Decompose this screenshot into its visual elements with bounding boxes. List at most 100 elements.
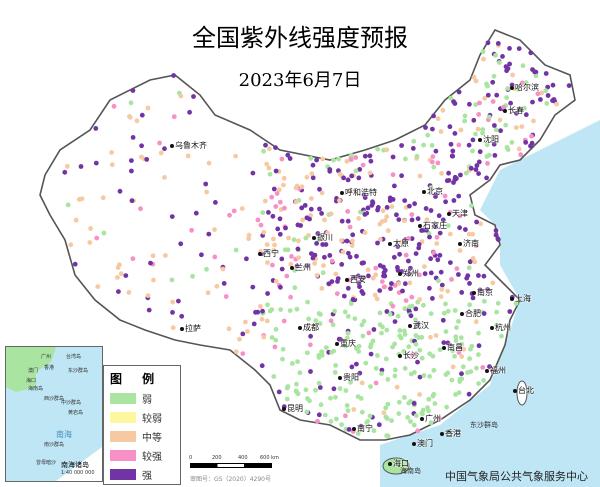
station-dot [503,122,509,128]
city-label: 呼和浩特 [340,187,377,198]
station-dot [406,258,411,264]
station-dot [264,242,270,248]
station-dot [293,185,299,191]
station-dot [280,356,285,362]
station-dot [258,222,264,228]
station-dot [398,239,404,245]
station-dot [433,224,439,230]
station-dot [115,275,120,280]
station-dot [468,165,474,171]
city-label: 西宁 [258,248,279,259]
station-dot [443,199,448,205]
station-dot [435,160,441,166]
station-dot [474,163,480,168]
station-dot [204,189,210,195]
station-dot [273,168,279,174]
station-dot [260,308,265,314]
station-dot [271,186,277,192]
station-dot [493,228,499,233]
station-dot [513,301,519,306]
station-dot [330,322,336,328]
city-name: 石家庄 [423,221,447,230]
station-dot [117,262,122,268]
capital-marker-icon [472,290,476,295]
station-dot [151,277,156,283]
station-dot [362,212,368,217]
city-label: 南宁 [352,423,373,434]
inset-label: 黄岩岛 [68,410,84,416]
station-dot [139,112,145,118]
station-dot [329,258,335,264]
city-name: 香港 [445,429,461,438]
station-dot [221,281,227,286]
capital-marker-icon [352,426,356,431]
station-dot [426,396,432,402]
station-dot [87,240,93,245]
station-dot [495,237,501,243]
inset-label: 西沙群岛 [44,396,65,402]
station-dot [325,230,330,236]
station-dot [353,168,359,174]
station-dot [450,153,456,159]
station-dot [273,145,278,151]
station-dot [333,271,339,277]
capital-marker-icon [398,353,402,358]
city-name: 广州 [425,414,441,423]
capital-marker-icon [170,143,174,148]
station-dot [392,319,398,324]
city-label: 天津 [447,208,468,219]
station-dot [474,219,479,225]
station-dot [273,204,279,209]
station-dot [384,205,390,210]
station-dot [345,177,351,183]
station-dot [331,157,336,163]
capital-marker-icon [420,416,424,421]
capital-marker-icon [490,325,494,330]
station-dot [346,250,351,256]
station-dot [145,105,151,111]
station-dot [337,386,343,391]
station-dot [273,337,279,343]
station-dot [316,380,322,386]
station-dot [320,156,326,162]
station-dot [390,303,396,309]
station-dot [237,336,242,342]
station-dot [319,190,325,196]
station-dot [128,100,134,106]
station-dot [515,86,521,92]
city-name: 西安 [350,275,366,284]
station-dot [459,341,465,347]
station-dot [308,155,314,161]
station-dot [322,412,328,418]
station-dot [459,290,465,295]
city-name: 北京 [427,187,443,196]
station-dot [288,261,294,267]
station-dot [93,160,99,166]
station-dot [322,217,327,223]
inset-label: 香港 [44,365,55,371]
station-dot [437,252,443,258]
city-name: 西宁 [263,249,279,258]
station-dot [413,306,419,312]
station-dot [473,131,478,137]
station-dot [375,207,380,213]
station-dot [306,316,311,322]
station-dot [329,279,335,284]
station-dot [193,210,199,216]
inset-label: 南沙群岛 [44,442,65,448]
station-dot [362,195,368,201]
forecast-date: 2023年6月7日 [238,70,362,91]
station-dot [314,241,319,246]
station-dot [407,280,413,286]
station-dot [226,326,232,332]
station-dot [354,253,359,259]
city-name: 成都 [303,323,319,332]
station-dot [388,286,393,291]
station-dot [523,140,529,145]
station-dot [171,114,177,120]
station-dot [109,162,115,168]
station-dot [251,321,257,327]
station-dot [454,325,459,330]
station-dot [523,112,529,118]
station-dot [190,273,196,279]
